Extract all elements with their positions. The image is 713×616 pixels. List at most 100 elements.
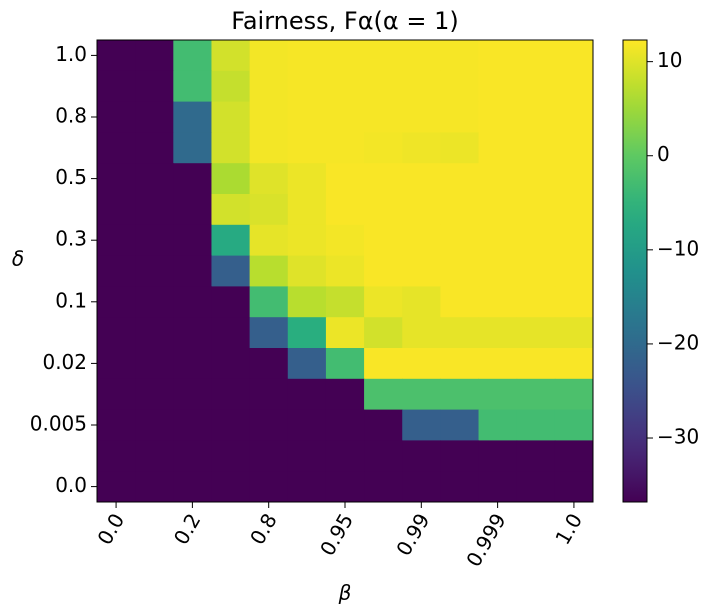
- colorbar-tick-label: 10: [657, 48, 682, 72]
- cell: [554, 194, 594, 226]
- cell: [554, 70, 594, 103]
- cell: [440, 40, 480, 72]
- cell: [97, 132, 136, 164]
- cell: [440, 286, 480, 318]
- cell: [173, 224, 212, 257]
- cell: [402, 378, 441, 411]
- cell: [135, 440, 174, 472]
- cell: [440, 132, 480, 164]
- cell: [135, 40, 174, 72]
- cell: [364, 317, 403, 349]
- cell: [287, 286, 327, 318]
- cell: [135, 163, 174, 195]
- cell: [97, 286, 136, 318]
- cell: [249, 471, 289, 503]
- cell: [516, 132, 556, 164]
- cell: [516, 409, 556, 441]
- cell: [97, 348, 136, 380]
- cell: [173, 409, 212, 441]
- y-tick-label: 0.0: [55, 473, 87, 497]
- cell: [478, 255, 518, 287]
- cell: [554, 348, 594, 380]
- cell: [554, 286, 594, 318]
- cell: [287, 132, 327, 164]
- cell: [440, 317, 480, 349]
- cell: [516, 194, 556, 226]
- cell: [364, 101, 403, 133]
- cell: [287, 40, 327, 72]
- cell: [211, 471, 251, 503]
- cell: [173, 163, 212, 195]
- cell: [97, 471, 136, 503]
- cell: [440, 70, 480, 103]
- cell: [478, 101, 518, 133]
- cell: [440, 348, 480, 380]
- cell: [211, 70, 251, 103]
- cell: [97, 317, 136, 349]
- cell: [249, 348, 289, 380]
- cell: [325, 317, 365, 349]
- cell: [402, 409, 441, 441]
- cell: [554, 471, 594, 503]
- cell: [364, 224, 403, 257]
- cell: [135, 471, 174, 503]
- colorbar-tick-label: −20: [657, 330, 699, 354]
- cell: [249, 286, 289, 318]
- cell: [478, 132, 518, 164]
- cell: [402, 255, 441, 287]
- y-tick-label: 0.3: [55, 227, 87, 251]
- cell: [97, 440, 136, 472]
- cell: [287, 471, 327, 503]
- cell: [211, 101, 251, 133]
- cell: [211, 317, 251, 349]
- cell: [249, 255, 289, 287]
- cell: [478, 348, 518, 380]
- cell: [516, 255, 556, 287]
- x-axis-label: β: [338, 581, 352, 605]
- cell: [173, 101, 212, 133]
- cell: [554, 378, 594, 411]
- cell: [211, 224, 251, 257]
- y-tick-label: 0.5: [55, 165, 87, 189]
- cell: [287, 70, 327, 103]
- cell: [516, 286, 556, 318]
- cell: [173, 440, 212, 472]
- cell: [249, 40, 289, 72]
- cell: [287, 348, 327, 380]
- colorbar-tick-label: −30: [657, 425, 699, 449]
- cell: [402, 348, 441, 380]
- cell: [211, 440, 251, 472]
- cell: [97, 40, 136, 72]
- chart-title: Fairness, Fα(α = 1): [231, 7, 458, 35]
- cell: [478, 471, 518, 503]
- cell: [173, 378, 212, 411]
- cell: [440, 409, 480, 441]
- y-tick-label: 0.8: [55, 104, 87, 128]
- cell: [287, 409, 327, 441]
- cell: [402, 224, 441, 257]
- cell: [516, 440, 556, 472]
- heatmap: [97, 40, 594, 503]
- cell: [478, 378, 518, 411]
- cell: [287, 224, 327, 257]
- cell: [364, 163, 403, 195]
- cell: [364, 194, 403, 226]
- cell: [249, 163, 289, 195]
- cell: [135, 224, 174, 257]
- cell: [97, 224, 136, 257]
- cell: [402, 40, 441, 72]
- cell: [135, 286, 174, 318]
- cell: [97, 70, 136, 103]
- cell: [364, 255, 403, 287]
- cell: [211, 40, 251, 72]
- cell: [554, 317, 594, 349]
- cell: [325, 409, 365, 441]
- cell: [554, 163, 594, 195]
- cell: [325, 471, 365, 503]
- cell: [364, 378, 403, 411]
- cell: [364, 286, 403, 318]
- cell: [249, 70, 289, 103]
- cell: [364, 132, 403, 164]
- cell: [173, 70, 212, 103]
- cell: [135, 378, 174, 411]
